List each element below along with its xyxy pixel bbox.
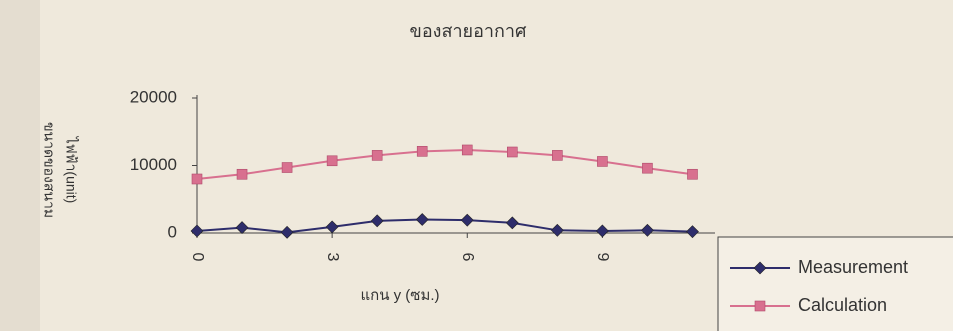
x-tick-label: 3: [324, 253, 341, 262]
marker: [236, 168, 248, 180]
marker: [325, 220, 339, 234]
marker: [370, 214, 384, 228]
y-tick-label: 10000: [130, 155, 177, 174]
marker: [460, 213, 474, 227]
marker: [552, 150, 563, 161]
marker: [686, 225, 699, 239]
marker: [641, 223, 654, 237]
marker: [642, 162, 653, 174]
margin-strip: [0, 0, 40, 331]
marker: [461, 144, 473, 156]
legend-box: [717, 236, 953, 331]
marker: [191, 173, 203, 185]
legend-label: Calculation: [798, 295, 887, 315]
legend-label: Measurement: [798, 257, 908, 277]
marker: [235, 221, 249, 235]
marker: [687, 168, 698, 180]
series-line: [196, 218, 693, 234]
marker: [281, 162, 293, 173]
marker: [326, 155, 338, 167]
marker: [190, 224, 204, 238]
marker: [280, 225, 294, 239]
marker: [753, 261, 767, 275]
marker: [415, 213, 429, 226]
x-tick-label: 0: [189, 253, 206, 262]
marker: [371, 150, 383, 161]
y-axis-label-line: ไฟฟ้า(unit): [63, 136, 79, 204]
series-line: [196, 148, 693, 180]
x-tick-label: 6: [459, 253, 476, 262]
marker: [597, 156, 608, 167]
chart-title: ของสายอากาศ: [410, 21, 527, 41]
y-tick-label: 20000: [130, 87, 177, 106]
marker: [754, 300, 766, 312]
marker: [507, 146, 518, 158]
y-axis-label-line: ขนาดของสนาม: [41, 122, 57, 218]
marker: [595, 224, 609, 238]
x-axis-label: แกน y (ซม.): [360, 287, 439, 304]
marker: [550, 223, 564, 237]
marker: [416, 146, 428, 157]
marker: [505, 216, 519, 230]
y-axis-label: ขนาดของสนาม ไฟฟ้า(unit): [41, 122, 79, 218]
x-tick-label: 9: [594, 253, 611, 262]
y-tick-label: 0: [168, 222, 177, 241]
